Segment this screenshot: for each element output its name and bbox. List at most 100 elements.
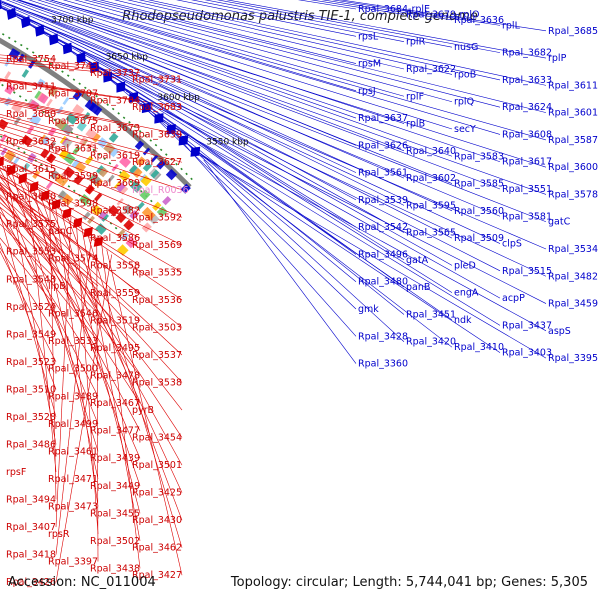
left-leader-line xyxy=(0,139,99,177)
left-leader-line xyxy=(44,194,183,493)
gene-feature xyxy=(116,244,129,256)
left-gene-label: Rpal_3427 xyxy=(132,570,182,581)
gene-feature xyxy=(94,106,103,116)
right-gene-label: Rpal_3560 xyxy=(454,206,504,217)
reverse-gene-arrow xyxy=(51,199,61,210)
right-gene-label: Rpal_3595 xyxy=(406,200,456,211)
left-leader-line xyxy=(0,62,183,80)
right-gene-label: Rpal_3640 xyxy=(406,146,456,157)
gene-feature xyxy=(149,214,160,225)
left-gene-label: Rpal_3559 xyxy=(90,288,140,299)
left-gene-label: Rpal_3619 xyxy=(90,150,140,161)
left-gene-label: Rpal_3535 xyxy=(132,267,182,278)
gene-feature xyxy=(162,196,172,206)
right-leader-line xyxy=(44,0,501,135)
gene-feature xyxy=(165,168,178,181)
right-gene-label: Rpal_3684-rplE xyxy=(358,4,430,15)
right-leader-line xyxy=(62,0,405,97)
gene-feature xyxy=(180,183,191,194)
left-leader-line xyxy=(0,157,99,204)
right-gene-label: gatA xyxy=(406,255,429,266)
gene-feature xyxy=(150,154,159,163)
gene-feature xyxy=(62,96,70,106)
left-gene-label: panC xyxy=(48,226,73,237)
right-leader-line xyxy=(133,96,357,310)
gene-feature xyxy=(4,71,12,80)
right-leader-line xyxy=(190,146,501,353)
right-gene-label: Rpal_3459 xyxy=(548,299,598,310)
left-gene-label: Rpal_3510 xyxy=(6,384,56,395)
left-gene-label: Rpal_3586 xyxy=(90,233,140,244)
gene-feature xyxy=(84,184,94,194)
left-gene-label: Rpal_3548 xyxy=(6,274,56,285)
left-gene-label: Rpal_3478 xyxy=(90,371,140,382)
right-gene-label: Rpal_3602 xyxy=(406,173,456,184)
left-gene-label: Rpal_3500 xyxy=(48,364,98,375)
genome-backbone xyxy=(0,37,192,189)
right-gene-label: rplQ xyxy=(454,97,474,108)
left-gene-label: lipB xyxy=(48,281,66,292)
right-leader-line xyxy=(0,1,453,184)
left-leader-line xyxy=(0,79,141,101)
kbp-tick-label: 3650 kbp xyxy=(106,52,149,62)
gene-feature xyxy=(72,104,85,116)
left-gene-label: Rpal_3461 xyxy=(48,446,98,457)
right-leader-line xyxy=(162,121,547,332)
left-leader-line xyxy=(60,207,141,514)
left-leader-line xyxy=(0,194,141,321)
gene-feature xyxy=(119,155,132,168)
right-gene-label: Rpal_3578 xyxy=(548,189,598,200)
right-leader-line xyxy=(37,0,453,130)
right-leader-line xyxy=(176,133,405,342)
gene-feature xyxy=(107,174,115,183)
left-gene-label: Rpal_3494 xyxy=(6,495,56,506)
right-gene-label: ndk xyxy=(454,315,472,326)
left-leader-line xyxy=(0,149,141,211)
left-leader-line xyxy=(0,120,99,149)
gene-feature xyxy=(95,223,107,235)
left-gene-label: Rpal_3631 xyxy=(48,143,98,154)
right-gene-label: Rpal_3587 xyxy=(548,135,598,146)
right-gene-label: pleD xyxy=(454,260,476,271)
left-gene-label: Rpal_3425 xyxy=(132,488,182,499)
gene-feature xyxy=(72,90,83,101)
gene-feature xyxy=(132,168,143,178)
right-gene-label: Rpal_3633 xyxy=(502,75,552,86)
right-leader-line xyxy=(41,31,501,244)
label-leader-lines xyxy=(0,0,547,583)
right-leader-line xyxy=(138,0,501,81)
gene-feature xyxy=(54,146,63,155)
gene-feature xyxy=(63,166,75,179)
left-gene-label: Rpal_3737 xyxy=(90,68,140,79)
left-leader-line xyxy=(0,216,99,369)
left-leader-line xyxy=(0,60,141,74)
left-gene-label: Rpal_3495 xyxy=(90,343,140,354)
gene-feature xyxy=(108,132,119,143)
left-gene-label: Rpal_3704 xyxy=(90,95,140,106)
gene-feature xyxy=(47,127,57,137)
gene-feature xyxy=(63,138,73,149)
reverse-gene-arrow xyxy=(73,217,83,228)
left-leader-line xyxy=(5,165,57,445)
gene-feature xyxy=(46,98,53,107)
left-leader-line xyxy=(0,133,141,184)
gene-feature xyxy=(126,222,135,231)
left-leader-line xyxy=(49,199,57,500)
left-gene-label: Rpal_3397 xyxy=(48,556,98,567)
right-gene-label: Rpal_3509 xyxy=(454,233,504,244)
gene-feature xyxy=(101,214,109,222)
left-gene-label: Rpal_3407 xyxy=(6,522,56,533)
left-gene-label: Rpal_3599 xyxy=(48,171,98,182)
left-gene-label: Rpal_3592 xyxy=(132,212,182,223)
right-leader-line xyxy=(72,51,453,266)
left-leader-line xyxy=(0,167,183,273)
gene-feature xyxy=(0,118,9,130)
right-leader-line xyxy=(49,36,547,250)
gene-feature xyxy=(4,58,11,67)
track-outline xyxy=(0,82,165,214)
right-gene-label: Rpal_3539 xyxy=(358,195,408,206)
left-leader-line xyxy=(101,244,141,569)
right-leader-line xyxy=(204,0,453,48)
gene-feature xyxy=(98,167,109,178)
